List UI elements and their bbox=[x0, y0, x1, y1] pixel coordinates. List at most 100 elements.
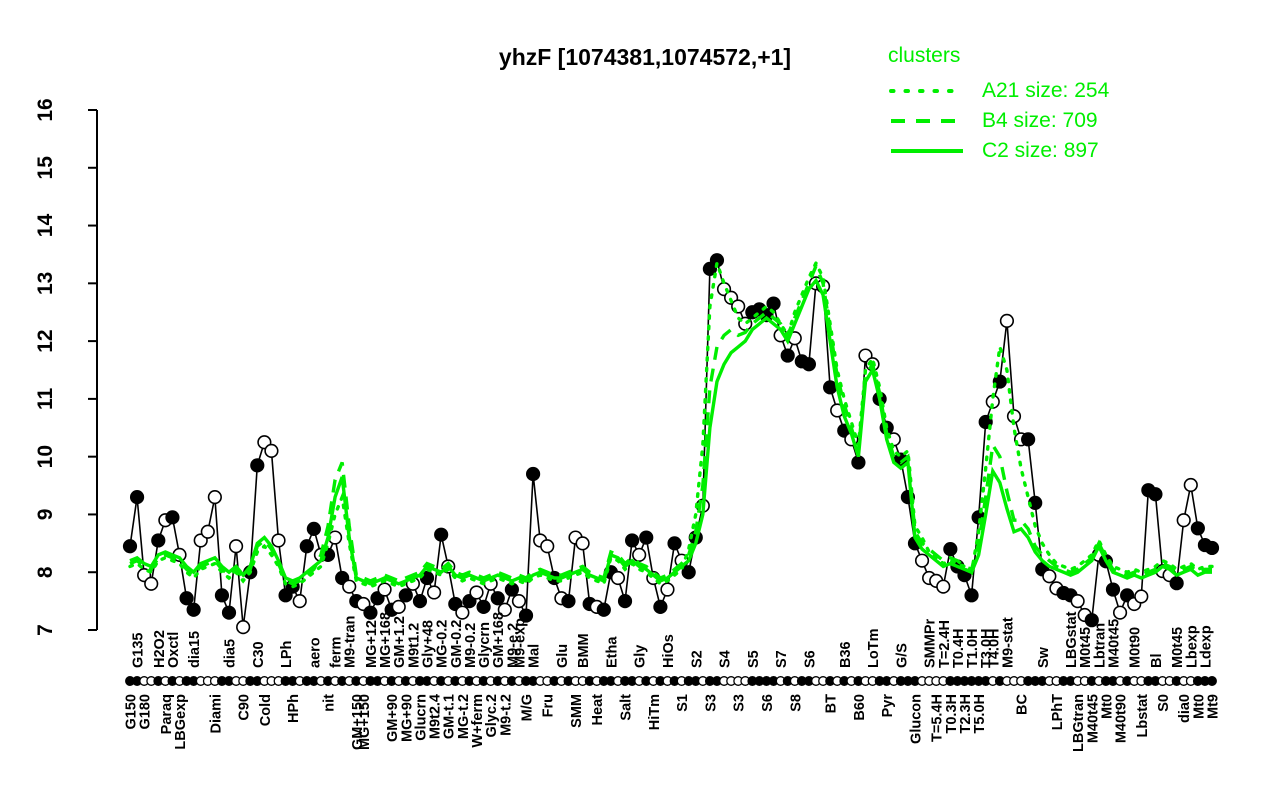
gene-profile-line bbox=[129, 258, 1213, 628]
y-tick-label: 15 bbox=[34, 156, 57, 180]
x-condition-label: Glucon bbox=[908, 694, 924, 744]
x-condition-label: T0.3H bbox=[944, 694, 960, 734]
data-point-filled bbox=[250, 458, 265, 473]
x-condition-label: G135 bbox=[131, 633, 147, 668]
x-condition-label: Diami bbox=[208, 694, 224, 734]
x-condition-label: MG+150 bbox=[357, 694, 373, 750]
x-condition-label: T=2.4H bbox=[937, 620, 953, 668]
data-point-filled bbox=[179, 591, 194, 606]
legend-line-solid bbox=[891, 149, 963, 153]
chart-title: yhzF [1074381,1074572,+1] bbox=[498, 44, 792, 70]
data-point-open bbox=[1070, 594, 1085, 609]
x-condition-label: S3 bbox=[703, 694, 719, 712]
x-condition-label: GM-0.2 bbox=[449, 620, 465, 668]
x-condition-label: BT bbox=[824, 694, 840, 713]
data-point-filled bbox=[653, 599, 668, 614]
data-point-open bbox=[469, 585, 484, 600]
data-point-open bbox=[660, 582, 675, 597]
data-point-filled bbox=[525, 466, 541, 482]
x-condition-label: LoTm bbox=[866, 629, 882, 668]
data-point-filled bbox=[151, 533, 166, 548]
x-condition-label: M9-0.2 bbox=[463, 623, 479, 668]
x-condition-label: M0t45 bbox=[1170, 627, 1186, 668]
legend-label: A21 size: 254 bbox=[982, 79, 1110, 102]
x-condition-label: HiOs bbox=[661, 634, 677, 668]
x-condition-label: dia5 bbox=[223, 639, 239, 668]
x-condition-label: S8 bbox=[788, 694, 804, 712]
x-condition-label: T2.3H bbox=[958, 694, 974, 734]
x-condition-label: M9t1.2 bbox=[406, 623, 422, 668]
x-condition-label: Etha bbox=[604, 636, 620, 668]
x-condition-label: Glucrn bbox=[413, 694, 429, 741]
y-tick-label: 10 bbox=[34, 445, 57, 468]
x-condition-label: M9-exp bbox=[512, 618, 528, 668]
x-condition-label: Cold bbox=[258, 694, 274, 726]
x-condition-label: M9-stat bbox=[1000, 617, 1016, 668]
data-point-filled bbox=[823, 380, 838, 395]
x-condition-label: M9-t.2 bbox=[498, 694, 514, 736]
data-point-filled bbox=[561, 594, 576, 609]
x-condition-label: Oxctl bbox=[166, 632, 182, 668]
y-tick-label: 12 bbox=[34, 329, 57, 352]
legend-entry-a21: A21 size: 254 bbox=[888, 76, 1109, 106]
cluster-line-dashed bbox=[129, 261, 1212, 586]
x-condition-label: T1.0H bbox=[965, 629, 981, 669]
x-condition-label: nit bbox=[322, 694, 338, 712]
x-condition-label: Lbexp bbox=[1184, 625, 1200, 668]
x-condition-label: Mal bbox=[527, 644, 543, 668]
x-condition-label: C30 bbox=[251, 641, 267, 668]
x-condition-label: GM+90 bbox=[385, 694, 401, 742]
x-condition-label: M40t45 bbox=[1106, 619, 1122, 668]
data-point-filled bbox=[851, 455, 866, 470]
data-point-filled bbox=[434, 527, 449, 542]
data-point-filled bbox=[214, 588, 230, 603]
x-condition-label: MG-t.2 bbox=[456, 694, 472, 739]
x-condition-label: Lbtran bbox=[1092, 623, 1108, 668]
x-condition-label: Salt bbox=[619, 694, 635, 721]
x-condition-label: M40t90 bbox=[1114, 694, 1130, 743]
data-point-open bbox=[1176, 513, 1191, 528]
cluster-line-dotted bbox=[128, 259, 1214, 589]
x-condition-label: M9-tran bbox=[343, 616, 359, 668]
x-condition-label: Glu bbox=[555, 644, 571, 668]
data-point-open bbox=[540, 539, 555, 554]
data-point-filled bbox=[1190, 521, 1205, 536]
data-point-open bbox=[426, 585, 442, 600]
data-point-open bbox=[511, 594, 527, 609]
data-point-filled bbox=[1148, 487, 1163, 502]
data-point-filled bbox=[596, 602, 611, 617]
data-point-open bbox=[200, 524, 215, 539]
x-condition-label: T=5.4H bbox=[930, 694, 946, 742]
data-point-open bbox=[1134, 589, 1149, 604]
x-condition-label: BC bbox=[1015, 693, 1031, 714]
x-condition-label: S6 bbox=[760, 694, 776, 712]
data-point-open bbox=[228, 539, 244, 554]
legend-header: clusters bbox=[888, 44, 961, 67]
x-condition-label: MG+120 bbox=[364, 612, 380, 668]
data-point-filled bbox=[299, 539, 314, 554]
x-condition-label: T3.0H bbox=[979, 629, 995, 669]
x-condition-label: C90 bbox=[237, 694, 253, 721]
data-point-filled bbox=[639, 530, 654, 545]
data-point-open bbox=[936, 579, 951, 594]
data-point-open bbox=[999, 313, 1015, 328]
x-condition-label: Paraq bbox=[159, 694, 175, 734]
data-point-filled bbox=[964, 588, 979, 603]
data-point-filled bbox=[766, 296, 781, 311]
x-condition-label: G/S bbox=[894, 643, 910, 668]
data-point-open bbox=[144, 576, 159, 591]
data-point-open bbox=[377, 582, 392, 597]
data-point-filled bbox=[681, 565, 696, 580]
data-point-open bbox=[292, 594, 307, 609]
condition-marker bbox=[1207, 676, 1217, 686]
x-condition-label: Ldexp bbox=[1198, 625, 1214, 668]
x-condition-label: M/G bbox=[520, 694, 536, 721]
x-condition-label: M9-e.2 bbox=[505, 623, 521, 668]
y-tick-label: 9 bbox=[34, 509, 57, 521]
data-point-filled bbox=[759, 308, 774, 323]
x-condition-label: Glyc.2 bbox=[484, 694, 500, 738]
data-point-filled bbox=[780, 348, 795, 363]
data-point-open bbox=[1112, 605, 1128, 620]
x-condition-label: Mt0 bbox=[1191, 694, 1207, 719]
